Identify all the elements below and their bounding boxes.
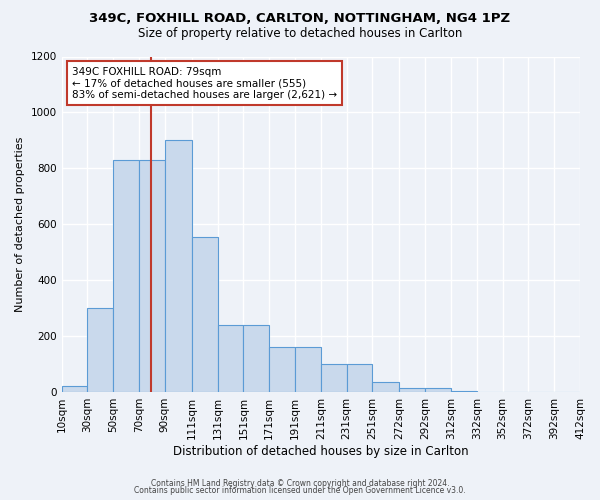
Text: Contains public sector information licensed under the Open Government Licence v3: Contains public sector information licen…: [134, 486, 466, 495]
Bar: [425, 388, 451, 392]
Text: Size of property relative to detached houses in Carlton: Size of property relative to detached ho…: [138, 28, 462, 40]
Bar: [347, 364, 373, 392]
Bar: [88, 308, 113, 392]
Bar: [373, 382, 400, 392]
Bar: [113, 160, 139, 392]
Bar: [244, 325, 269, 392]
Bar: [451, 390, 477, 392]
Bar: [139, 160, 165, 392]
X-axis label: Distribution of detached houses by size in Carlton: Distribution of detached houses by size …: [173, 444, 469, 458]
Text: 349C, FOXHILL ROAD, CARLTON, NOTTINGHAM, NG4 1PZ: 349C, FOXHILL ROAD, CARLTON, NOTTINGHAM,…: [89, 12, 511, 26]
Text: Contains HM Land Registry data © Crown copyright and database right 2024.: Contains HM Land Registry data © Crown c…: [151, 478, 449, 488]
Bar: [295, 347, 321, 392]
Bar: [321, 364, 347, 392]
Bar: [269, 347, 295, 392]
Bar: [192, 237, 218, 392]
Bar: [62, 386, 88, 392]
Bar: [218, 325, 244, 392]
Bar: [400, 388, 425, 392]
Text: 349C FOXHILL ROAD: 79sqm
← 17% of detached houses are smaller (555)
83% of semi-: 349C FOXHILL ROAD: 79sqm ← 17% of detach…: [72, 66, 337, 100]
Y-axis label: Number of detached properties: Number of detached properties: [15, 136, 25, 312]
Bar: [165, 140, 192, 392]
